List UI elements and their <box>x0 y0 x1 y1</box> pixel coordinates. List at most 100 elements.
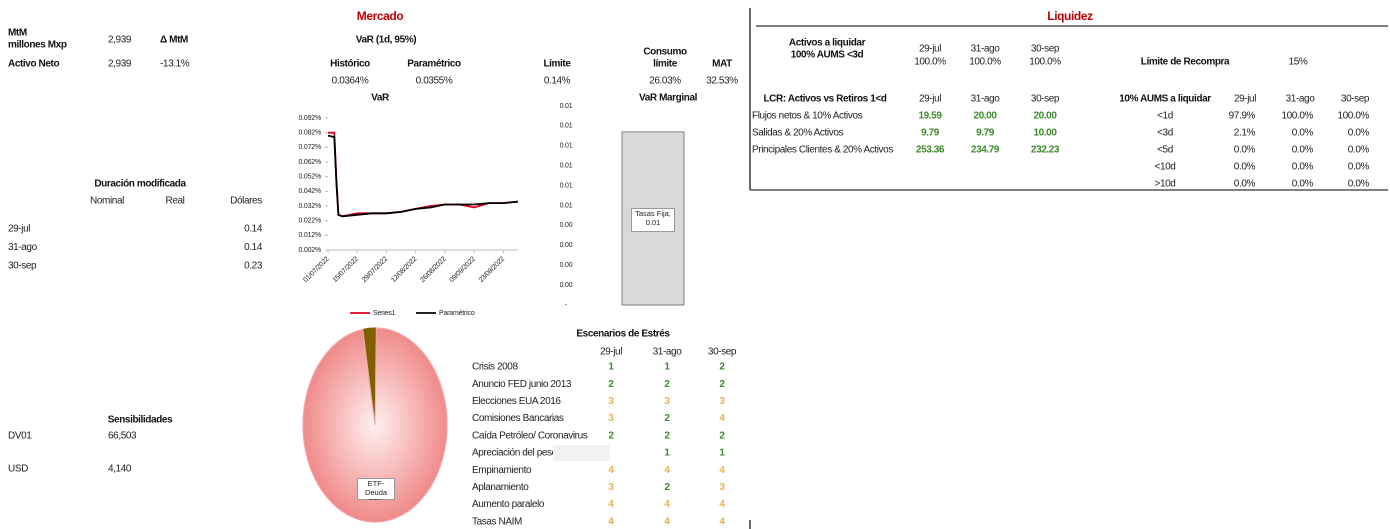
row-label: Elecciones EUA 2016 <box>472 396 561 407</box>
x-tick-label: 01/07/2022 <box>302 256 331 285</box>
column-header: 29-jul <box>919 94 941 105</box>
value: -13.1% <box>160 59 190 70</box>
column-header: Nominal <box>90 196 124 207</box>
column-header: 30-sep <box>1031 44 1060 55</box>
x-tick-label: 26/08/2022 <box>419 256 448 285</box>
y-tick-label: 0.01 <box>560 202 573 209</box>
table-title: Sensibilidades <box>108 415 173 426</box>
cell: 0.0% <box>1292 162 1314 173</box>
legend-label: Series1 <box>373 310 396 317</box>
cell: 100.0% <box>914 57 946 68</box>
cell: 0.0% <box>1234 179 1256 190</box>
cell: 0.0% <box>1234 145 1256 156</box>
row-label: <3d <box>1157 128 1173 139</box>
y-tick-label: 0.00 <box>560 222 573 229</box>
value: 15% <box>1289 57 1308 68</box>
cell: 3 <box>608 482 614 493</box>
label: millones Mxp <box>8 40 67 51</box>
row-label: Empinamiento <box>472 465 532 476</box>
section-title: Liquidez <box>1047 9 1093 23</box>
cell: 4 <box>664 499 670 510</box>
cell: 4 <box>719 499 725 510</box>
cell: 0.0% <box>1348 128 1370 139</box>
cell: 0.0% <box>1348 145 1370 156</box>
x-tick-label: 12/08/2022 <box>390 256 419 285</box>
cell: 253.36 <box>916 145 945 156</box>
y-tick-label: 0.00 <box>560 262 573 269</box>
cell: 2 <box>719 362 725 373</box>
x-tick-label: 23/09/2022 <box>478 256 507 285</box>
cell: 4 <box>719 516 725 527</box>
x-tick-label: 15/07/2022 <box>332 256 361 285</box>
cell: 19.59 <box>918 111 942 122</box>
value: 2,939 <box>108 59 132 70</box>
data-label: ETF-Deuda97% <box>357 478 395 500</box>
cell: 2 <box>719 430 725 441</box>
y-tick-label: 0.01 <box>560 163 573 170</box>
y-tick-label: 0.012% <box>298 232 321 239</box>
y-tick-label: 0.062% <box>298 159 321 166</box>
cell: 100.0% <box>969 57 1001 68</box>
column-header: Paramétrico <box>407 59 461 70</box>
row-label: 31-ago <box>8 242 38 253</box>
chart-title: VaR <box>371 93 390 104</box>
row-label: 30-sep <box>8 261 37 272</box>
table-title: Escenarios de Estrés <box>576 329 670 340</box>
y-tick-label: 0.082% <box>298 130 321 137</box>
cell: 20.00 <box>973 111 997 122</box>
cell: 4 <box>664 465 670 476</box>
label-text: ETF-Deuda <box>364 479 388 497</box>
cell: 66,503 <box>108 431 137 442</box>
cell: 20.00 <box>1033 111 1057 122</box>
column-header: 30-sep <box>708 347 737 358</box>
cell: 0.14 <box>244 242 263 253</box>
cell: 232.23 <box>1031 145 1060 156</box>
cell: 2 <box>664 482 670 493</box>
cell: 2 <box>664 413 670 424</box>
column-header: Límite <box>543 59 571 70</box>
row-label: Apreciación del peso <box>472 448 558 459</box>
column-header: Consumo <box>643 47 687 58</box>
legend-label: Paramétrico <box>439 310 475 317</box>
label-text: 97% <box>358 497 394 500</box>
cell: 97.9% <box>1229 111 1256 122</box>
y-tick-label: 0.092% <box>298 115 321 122</box>
cell: 100.0% <box>1029 57 1061 68</box>
cell: 3 <box>608 413 614 424</box>
column-header: 31-ago <box>653 347 683 358</box>
column-header: MAT <box>712 59 732 70</box>
table-title: 10% AUMS a liquidar <box>1119 94 1211 105</box>
callout: Tasas Fija, 0.01 <box>631 208 675 232</box>
cell: 4 <box>664 516 670 527</box>
row-label: Anuncio FED junio 2013 <box>472 379 572 390</box>
cell: 4 <box>608 465 614 476</box>
cell: 4 <box>719 465 725 476</box>
section-title: Mercado <box>357 9 404 23</box>
cell: 4 <box>719 413 725 424</box>
cell: 0.14 <box>244 224 263 235</box>
cell: 1 <box>719 448 725 459</box>
column-header: Histórico <box>330 59 370 70</box>
column-header: 31-ago <box>971 94 1001 105</box>
line-series <box>327 134 519 218</box>
cell: 0.0% <box>1292 145 1314 156</box>
row-label: >10d <box>1155 179 1176 190</box>
callout: ETF-Deuda97% <box>357 478 395 500</box>
y-tick-label: 0.072% <box>298 144 321 151</box>
cell: 234.79 <box>971 145 1000 156</box>
column-header: 29-jul <box>1234 94 1256 105</box>
column-header: límite <box>653 59 678 70</box>
cell: 0.0% <box>1292 128 1314 139</box>
row-label: DV01 <box>8 431 32 442</box>
cell: 2 <box>664 379 670 390</box>
y-tick-label: 0.00 <box>560 242 573 249</box>
label: Activo Neto <box>8 59 59 70</box>
y-tick-label: 0.01 <box>560 143 573 150</box>
column-header: 29-jul <box>919 44 941 55</box>
cell: 2 <box>664 430 670 441</box>
cell: 0.23 <box>244 261 263 272</box>
x-tick-label: 29/07/2022 <box>361 256 390 285</box>
label: Activos a liquidar <box>789 38 866 49</box>
column-header: 29-jul <box>600 347 622 358</box>
row-label: USD <box>8 464 28 475</box>
